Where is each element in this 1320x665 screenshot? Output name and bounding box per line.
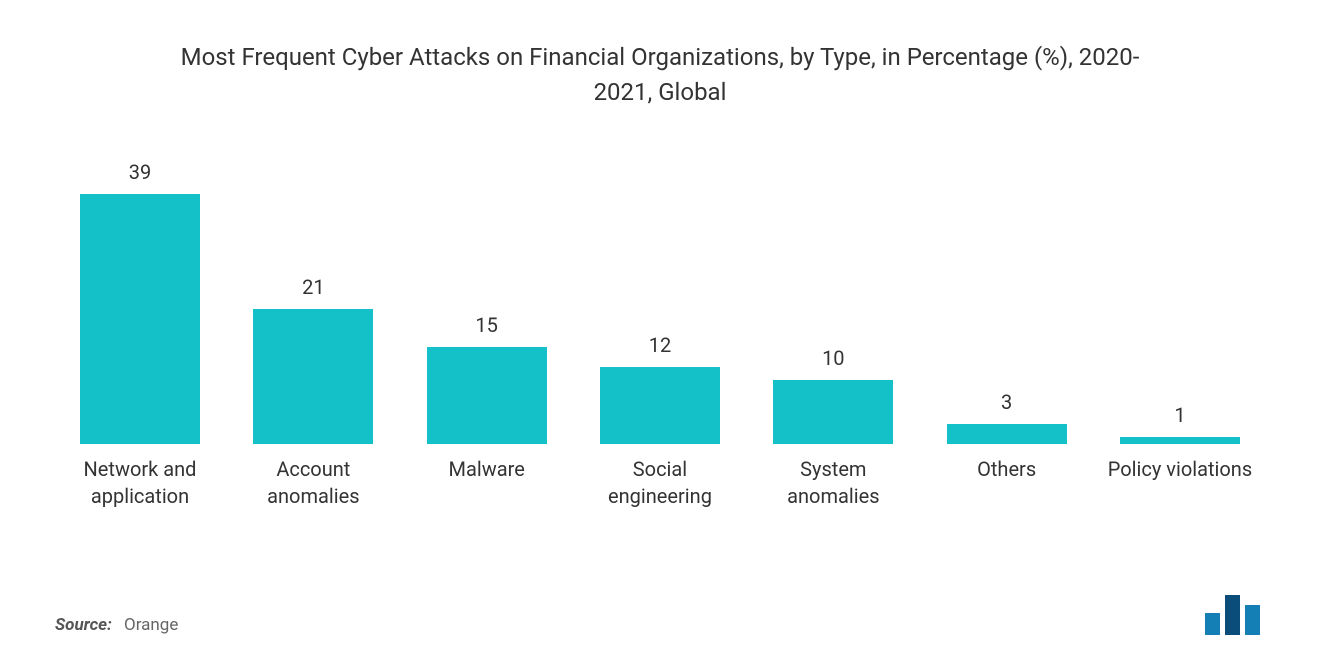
bar <box>773 380 893 444</box>
bar <box>600 367 720 444</box>
bar-value-label: 21 <box>302 275 324 299</box>
bar-group: 3 Others <box>927 390 1087 509</box>
bar-value-label: 1 <box>1174 403 1185 427</box>
bar-group: 15 Malware <box>407 313 567 509</box>
chart-footer: Source: Orange <box>55 595 1265 635</box>
source-value: Orange <box>124 615 178 635</box>
bar-value-label: 10 <box>822 346 844 370</box>
bar-category-label: Malware <box>449 456 525 510</box>
chart-container: Most Frequent Cyber Attacks on Financial… <box>0 0 1320 665</box>
bar-group: 1 Policy violations <box>1100 403 1260 509</box>
brand-logo-icon <box>1205 595 1265 635</box>
source-attribution: Source: Orange <box>55 615 178 635</box>
bar-group: 10 System anomalies <box>753 346 913 510</box>
source-prefix: Source: <box>55 615 112 635</box>
bar-value-label: 3 <box>1001 390 1012 414</box>
bar-group: 21 Account anomalies <box>233 275 393 510</box>
bar-value-label: 39 <box>129 160 151 184</box>
bar-category-label: Policy violations <box>1108 456 1252 510</box>
bar-category-label: System anomalies <box>753 456 913 510</box>
chart-plot-area: 39Network and application21Account anoma… <box>50 180 1270 510</box>
bar-value-label: 15 <box>475 313 497 337</box>
bar <box>427 347 547 443</box>
bar-category-label: Account anomalies <box>233 456 393 510</box>
bar <box>1120 437 1240 443</box>
bar-value-label: 12 <box>649 333 671 357</box>
bar-group: 12 Social engineering <box>580 333 740 510</box>
bar <box>80 194 200 444</box>
bar-group: 39 Network and application <box>60 160 220 510</box>
bar-category-label: Network and application <box>60 456 220 510</box>
bar <box>253 309 373 444</box>
bar <box>947 424 1067 443</box>
bar-category-label: Others <box>977 456 1036 510</box>
chart-title: Most Frequent Cyber Attacks on Financial… <box>160 40 1160 110</box>
bar-category-label: Social engineering <box>580 456 740 510</box>
